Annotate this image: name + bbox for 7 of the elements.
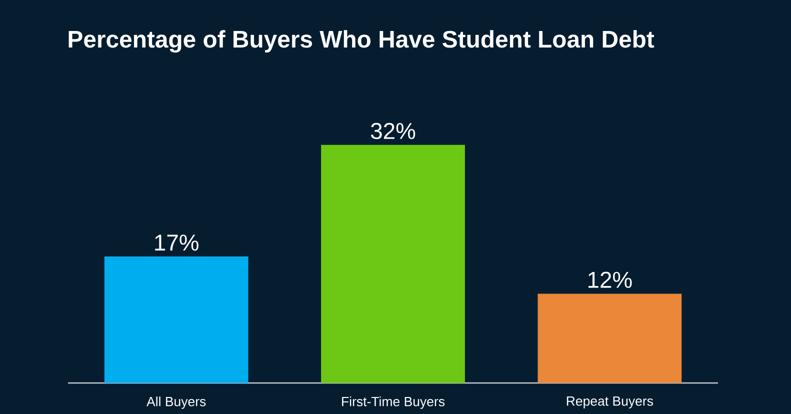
data-label: 17% (155, 234, 198, 251)
data-label: 12% (588, 272, 632, 288)
x-tick-label: All Buyers (146, 396, 206, 409)
x-tick-label: First-Time Buyers (342, 396, 445, 409)
x-tick-label: Repeat Buyers (566, 396, 653, 408)
data-label: 32% (370, 122, 416, 140)
chart-title: Percentage of Buyers Who Have Student Loan Debt (68, 30, 654, 53)
